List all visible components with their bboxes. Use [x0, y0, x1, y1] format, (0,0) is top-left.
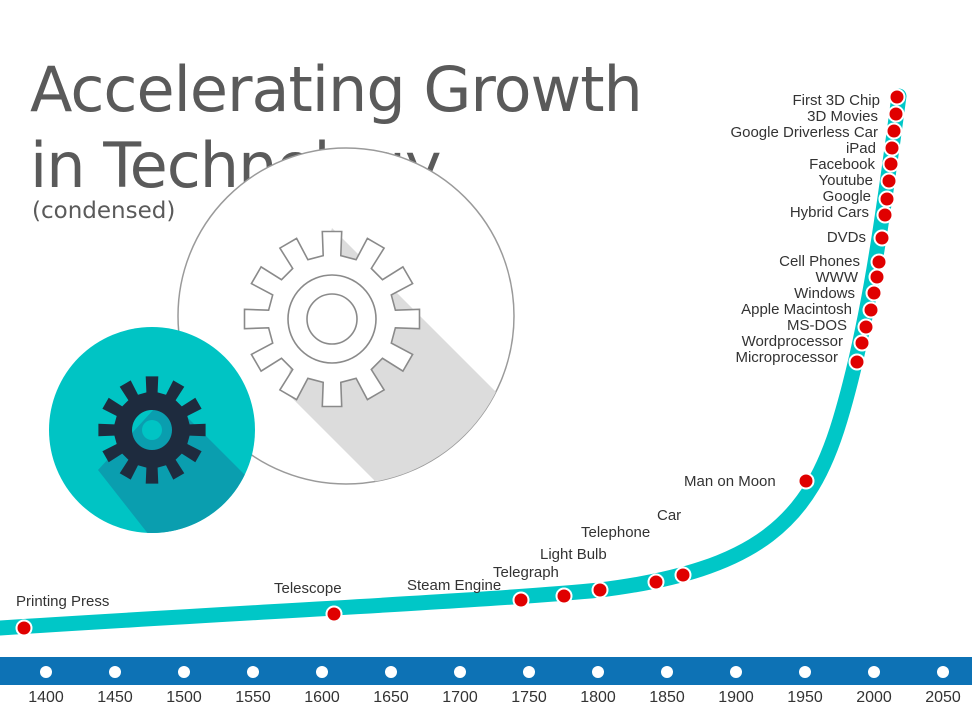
milestone-label: Man on Moon — [684, 473, 776, 490]
milestone-label: Telegraph — [493, 564, 559, 581]
milestone-marker — [883, 139, 901, 157]
milestone-label: Hybrid Cars — [790, 204, 869, 221]
milestone-marker — [797, 472, 815, 490]
milestone-marker — [325, 605, 343, 623]
milestone-marker — [591, 581, 609, 599]
milestone-label: Telephone — [581, 524, 650, 541]
axis-dot — [454, 666, 466, 678]
milestone-marker — [885, 122, 903, 140]
milestone-label: iPad — [846, 140, 876, 157]
page-subtitle: (condensed) — [32, 198, 176, 224]
milestone-label: Facebook — [809, 156, 875, 173]
milestone-marker — [15, 619, 33, 637]
milestone-marker — [868, 268, 886, 286]
axis-tick-label: 1600 — [304, 689, 340, 706]
milestone-marker — [876, 206, 894, 224]
axis-dot — [40, 666, 52, 678]
title-line-1: Accelerating Growth — [30, 53, 643, 126]
axis-tick-label: 1750 — [511, 689, 547, 706]
axis-dot — [109, 666, 121, 678]
milestone-marker — [887, 105, 905, 123]
milestone-label: Windows — [794, 285, 855, 302]
small-gear-badge — [49, 327, 255, 533]
axis-tick-label: 1450 — [97, 689, 133, 706]
milestone-label: Google Driverless Car — [730, 124, 878, 141]
milestone-label: MS-DOS — [787, 317, 847, 334]
axis-dot — [385, 666, 397, 678]
timeline-axis-bar — [0, 657, 972, 685]
milestone-label: Google — [823, 188, 871, 205]
axis-tick-label: 2050 — [925, 689, 961, 706]
axis-dot — [730, 666, 742, 678]
milestone-marker — [555, 587, 573, 605]
milestone-marker — [857, 318, 875, 336]
axis-tick-label: 1850 — [649, 689, 685, 706]
milestone-marker — [848, 353, 866, 371]
milestone-label: Steam Engine — [407, 577, 501, 594]
axis-tick-dots — [40, 666, 949, 678]
axis-tick-label: 1900 — [718, 689, 754, 706]
axis-dot — [937, 666, 949, 678]
milestone-marker — [870, 253, 888, 271]
milestone-label: Apple Macintosh — [741, 301, 852, 318]
axis-tick-label: 1550 — [235, 689, 271, 706]
milestone-marker — [674, 566, 692, 584]
milestone-label: Cell Phones — [779, 253, 860, 270]
milestone-label: Microprocessor — [735, 349, 838, 366]
milestone-marker — [853, 334, 871, 352]
milestone-label: Wordprocessor — [742, 333, 843, 350]
gear-icon-small-dark — [98, 376, 206, 484]
axis-tick-label: 1950 — [787, 689, 823, 706]
milestone-marker — [882, 155, 900, 173]
milestone-marker — [647, 573, 665, 591]
milestone-marker — [873, 229, 891, 247]
axis-tick-label: 1800 — [580, 689, 616, 706]
milestone-label: Youtube — [818, 172, 873, 189]
axis-tick-label: 2000 — [856, 689, 892, 706]
small-gear-shadow — [98, 396, 255, 533]
milestone-label: 3D Movies — [807, 108, 878, 125]
milestone-label: DVDs — [827, 229, 866, 246]
milestone-label: Telescope — [274, 580, 342, 597]
axis-dot — [178, 666, 190, 678]
axis-dot — [592, 666, 604, 678]
axis-dot — [799, 666, 811, 678]
small-gear-hub — [142, 420, 162, 440]
milestone-marker — [862, 301, 880, 319]
milestone-marker — [512, 591, 530, 609]
milestone-marker — [888, 88, 906, 106]
milestone-label: Light Bulb — [540, 546, 607, 563]
milestone-marker — [878, 190, 896, 208]
milestone-label: Car — [657, 507, 681, 524]
large-gear-inner-ring — [287, 274, 377, 364]
axis-tick-label: 1400 — [28, 689, 64, 706]
milestone-label: WWW — [816, 269, 859, 286]
milestone-labels: Printing Press Telescope Steam EngineTeleg… — [16, 92, 880, 610]
axis-tick-label: 1500 — [166, 689, 202, 706]
milestone-markers — [15, 88, 906, 637]
axis-dot — [661, 666, 673, 678]
axis-tick-label: 1650 — [373, 689, 409, 706]
milestone-label: Printing Press — [16, 593, 109, 610]
large-gear-badge — [177, 147, 515, 485]
large-gear-hub — [306, 293, 358, 345]
axis-tick-label: 1700 — [442, 689, 478, 706]
milestone-label: First 3D Chip — [792, 92, 880, 109]
axis-dot — [523, 666, 535, 678]
milestone-marker — [865, 284, 883, 302]
axis-tick-labels: 1400 1450 1500 1550 1600 1650 1700 1750 1800 1850… — [28, 689, 961, 706]
axis-dot — [247, 666, 259, 678]
axis-dot — [868, 666, 880, 678]
milestone-marker — [880, 172, 898, 190]
axis-dot — [316, 666, 328, 678]
